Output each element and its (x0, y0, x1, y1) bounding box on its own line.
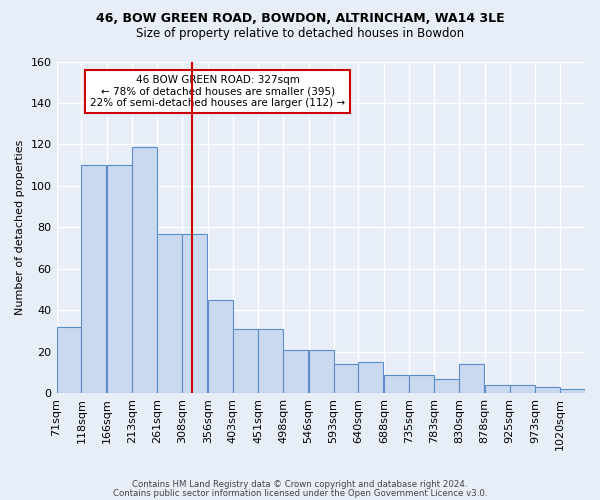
Bar (107, 165, 132, 394)
Bar (560, 389, 585, 394)
Text: Contains HM Land Registry data © Crown copyright and database right 2024.: Contains HM Land Registry data © Crown c… (132, 480, 468, 489)
Bar (82, 165, 106, 394)
Text: 46 BOW GREEN ROAD: 327sqm
← 78% of detached houses are smaller (395)
22% of semi: 46 BOW GREEN ROAD: 327sqm ← 78% of detac… (90, 75, 345, 108)
Bar (535, 387, 560, 394)
Bar (182, 234, 207, 394)
Bar (208, 300, 233, 394)
Bar (334, 364, 358, 394)
Bar (157, 234, 182, 394)
Bar (485, 385, 509, 394)
Bar (358, 362, 383, 394)
Bar (509, 385, 535, 394)
Bar (384, 374, 409, 394)
Bar (459, 364, 484, 394)
Bar (308, 350, 334, 394)
Bar (258, 329, 283, 394)
Bar (132, 146, 157, 394)
Bar (434, 378, 459, 394)
Bar (233, 329, 257, 394)
Bar (56, 327, 82, 394)
Text: Contains public sector information licensed under the Open Government Licence v3: Contains public sector information licen… (113, 488, 487, 498)
Bar (283, 350, 308, 394)
Bar (409, 374, 434, 394)
Text: 46, BOW GREEN ROAD, BOWDON, ALTRINCHAM, WA14 3LE: 46, BOW GREEN ROAD, BOWDON, ALTRINCHAM, … (95, 12, 505, 26)
Text: Size of property relative to detached houses in Bowdon: Size of property relative to detached ho… (136, 28, 464, 40)
Y-axis label: Number of detached properties: Number of detached properties (15, 140, 25, 315)
